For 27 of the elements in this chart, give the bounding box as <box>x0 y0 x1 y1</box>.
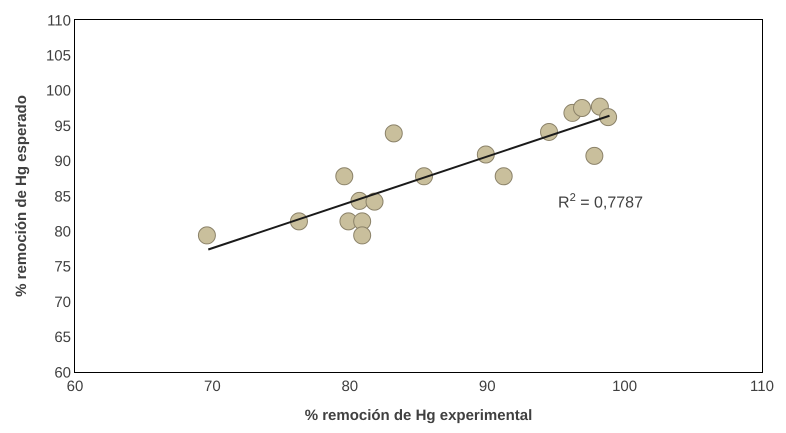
y-tick-label: 65 <box>54 329 71 346</box>
point <box>366 192 384 211</box>
y-tick-label: 90 <box>54 153 71 170</box>
annotation: R$^{2}$ = 0,7787 <box>558 192 644 212</box>
y-tick-label: 70 <box>54 294 71 311</box>
point <box>353 226 372 244</box>
y-tick-label: 110 <box>47 12 71 30</box>
y-tick-label: 95 <box>54 118 71 135</box>
x-tick-label: 110 <box>750 378 774 395</box>
y-tick-label: 75 <box>54 258 71 276</box>
x-axis-title: % remoción de Hg experimental <box>304 407 532 424</box>
y-tick-label: 85 <box>54 188 71 206</box>
x-tick-label: 80 <box>341 378 358 395</box>
point <box>585 146 604 165</box>
x-tick-label: 70 <box>204 378 221 395</box>
point <box>573 99 592 117</box>
y-tick-label: 100 <box>46 82 71 100</box>
y-axis-title: % remoción de Hg esperado <box>13 95 30 297</box>
y-tick-label: 105 <box>46 47 71 64</box>
point <box>384 124 403 142</box>
x-tick-label: 90 <box>478 378 496 395</box>
y-tick-label: 80 <box>54 223 71 240</box>
point <box>494 167 513 186</box>
x-tick-label: 100 <box>612 378 638 395</box>
point <box>335 167 354 186</box>
point <box>198 226 216 244</box>
point <box>599 108 618 126</box>
